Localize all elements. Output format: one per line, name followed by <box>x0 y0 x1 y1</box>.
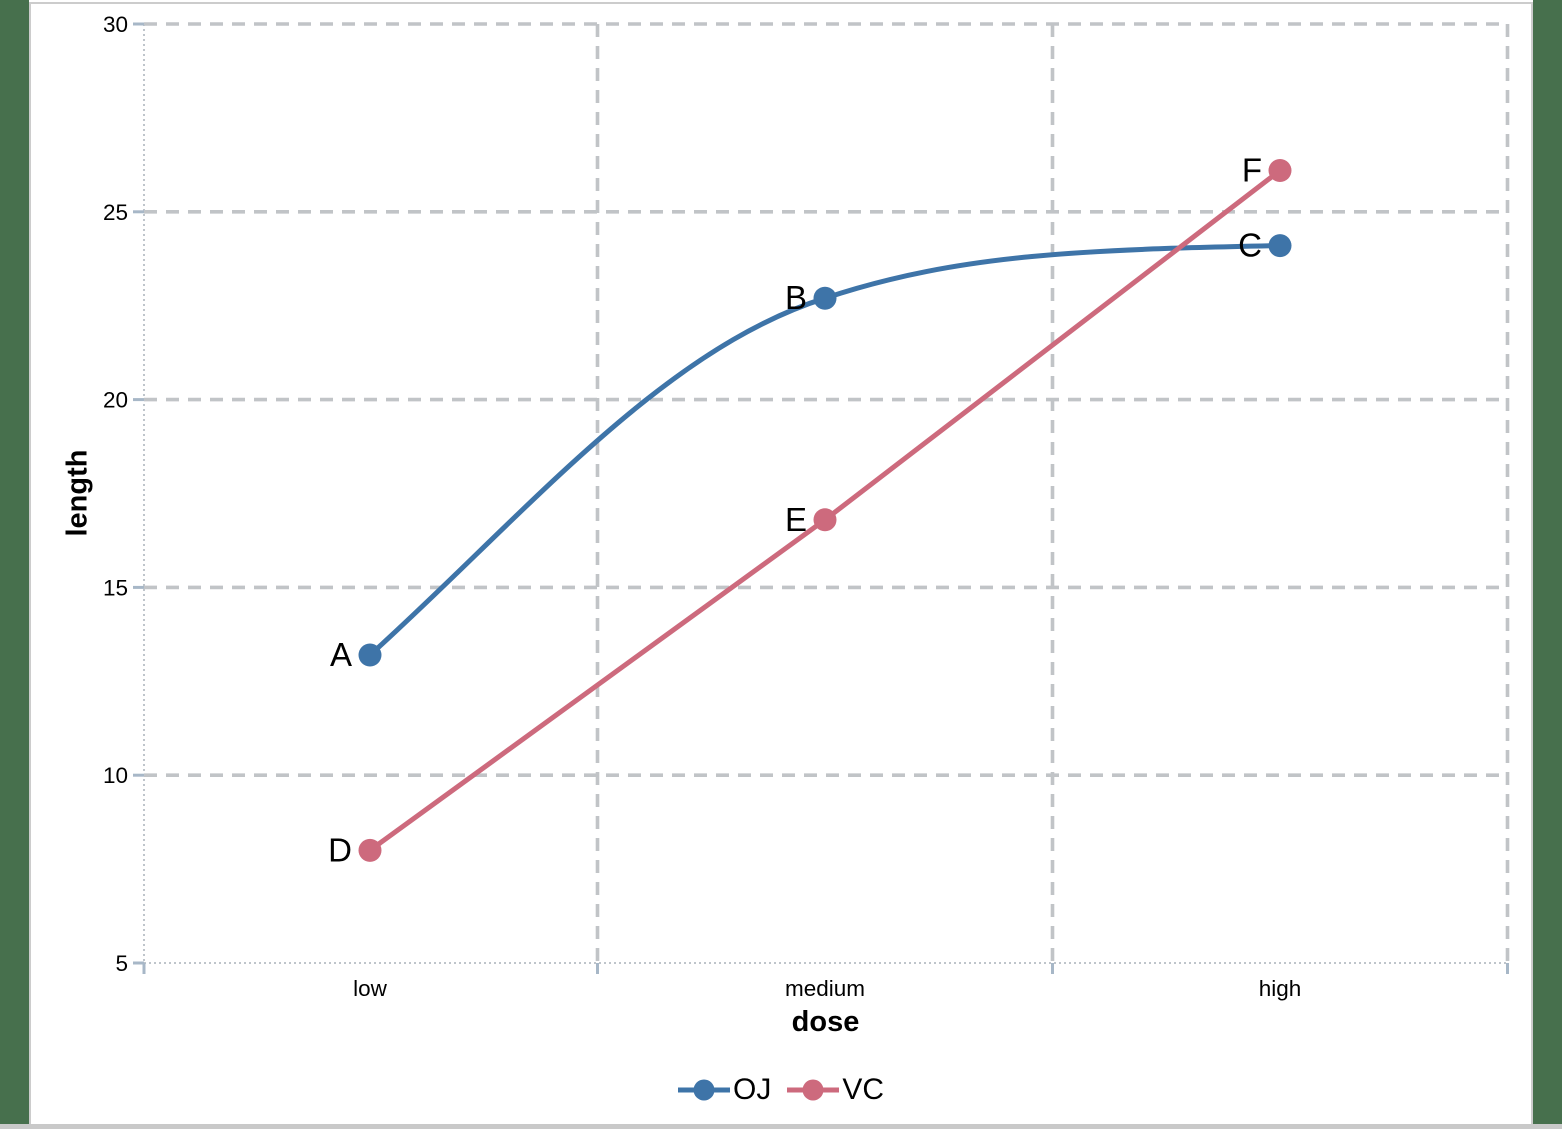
frame-border-right <box>1531 2 1533 1124</box>
data-point-d <box>358 838 382 862</box>
y-tick-label: 15 <box>103 575 128 600</box>
x-tick-label: low <box>353 976 388 1001</box>
data-point-b <box>813 286 837 310</box>
y-tick-label: 5 <box>115 951 128 976</box>
data-point-a <box>358 643 382 667</box>
y-tick-label: 30 <box>103 12 128 37</box>
point-label-c: C <box>1238 227 1262 264</box>
legend: OJ VC <box>0 1068 1562 1112</box>
data-point-f <box>1268 158 1292 182</box>
frame-border-bottom <box>0 1124 1562 1129</box>
frame-border-top <box>29 2 1533 4</box>
point-label-b: B <box>785 279 807 316</box>
y-tick-label: 25 <box>103 200 128 225</box>
point-label-e: E <box>785 501 807 538</box>
legend-item-oj: OJ <box>677 1073 772 1107</box>
background-band-right <box>1533 0 1562 1124</box>
y-tick-label: 10 <box>103 763 128 788</box>
frame-border-left <box>29 2 31 1124</box>
legend-marker-oj <box>677 1079 730 1101</box>
legend-marker-vc <box>787 1079 840 1101</box>
legend-label-vc: VC <box>842 1073 885 1106</box>
y-tick-label: 20 <box>103 388 128 413</box>
x-axis-title: dose <box>791 1006 860 1038</box>
y-axis-title: length <box>61 449 94 537</box>
data-point-c <box>1268 234 1292 258</box>
x-tick-label: high <box>1259 976 1302 1001</box>
legend-item-vc: VC <box>787 1073 884 1107</box>
point-label-a: A <box>330 636 352 673</box>
point-label-d: D <box>328 831 352 868</box>
background-band-left <box>0 0 29 1124</box>
point-label-f: F <box>1242 151 1262 188</box>
x-tick-label: medium <box>785 976 865 1001</box>
legend-label-oj: OJ <box>732 1073 772 1106</box>
data-point-e <box>813 508 837 532</box>
